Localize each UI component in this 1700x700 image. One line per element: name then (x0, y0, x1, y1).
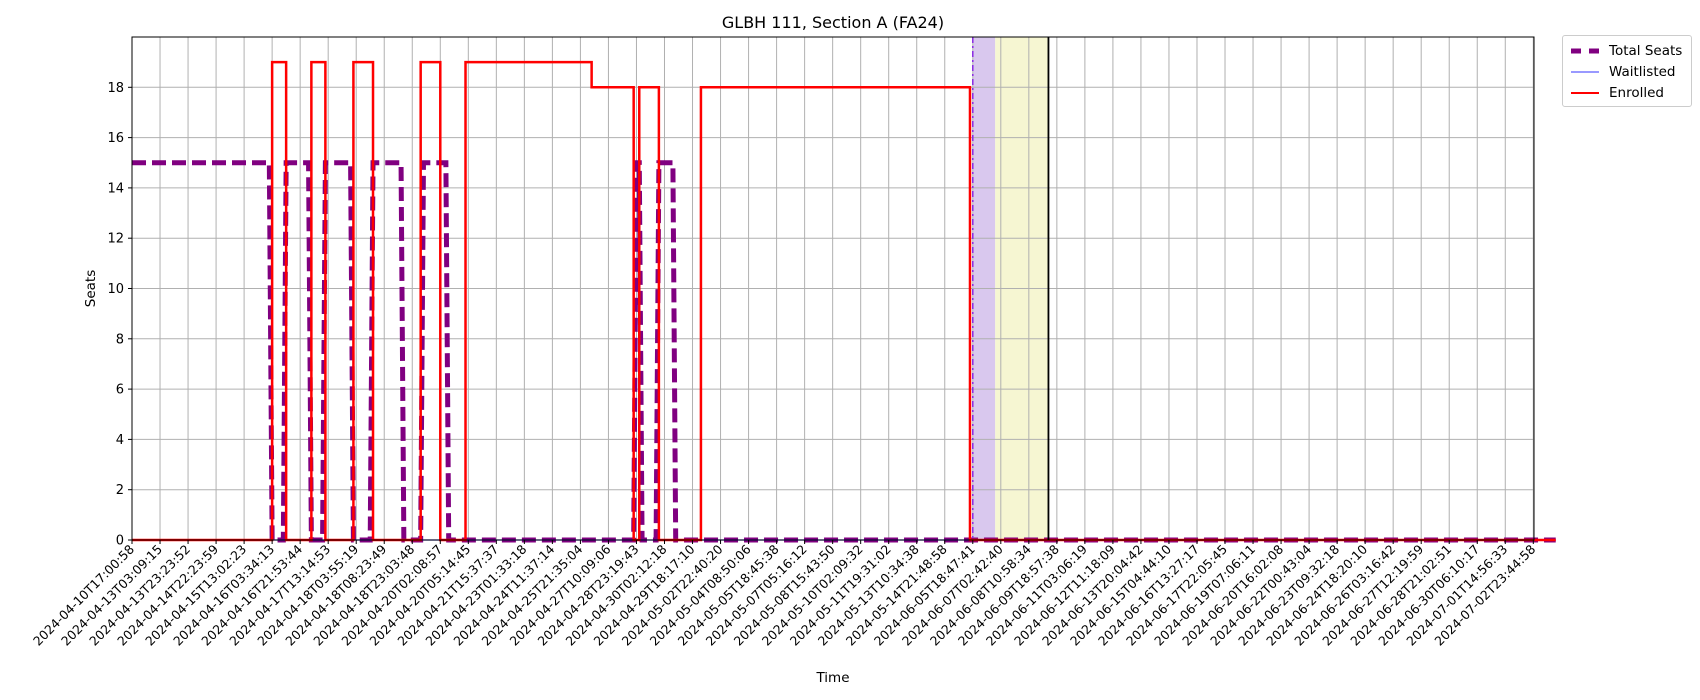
y-tick-label: 14 (107, 181, 124, 196)
y-tick-label: 4 (116, 433, 124, 448)
legend-item-waitlisted: Waitlisted (1563, 61, 1691, 82)
y-tick-label: 16 (107, 131, 124, 146)
legend-label-enrolled: Enrolled (1609, 84, 1664, 101)
legend-label-total-seats: Total Seats (1609, 42, 1683, 59)
y-tick-label: 18 (107, 81, 124, 96)
legend-item-total-seats: Total Seats (1563, 40, 1691, 61)
y-axis-ticks: 0 2 4 6 8 10 12 14 16 18 (107, 81, 132, 549)
chart-title: GLBH 111, Section A (FA24) (722, 13, 944, 32)
series-line-total-seats (132, 160, 1556, 543)
y-axis-label: Seats (83, 270, 99, 307)
legend-swatch-waitlisted (1571, 67, 1599, 77)
y-tick-label: 0 (116, 534, 124, 549)
legend-item-enrolled: Enrolled (1563, 82, 1691, 103)
y-tick-label: 8 (116, 332, 124, 347)
legend: Total Seats Waitlisted Enrolled (1562, 35, 1692, 107)
x-axis-ticks: 2024-04-10T17:00:582024-04-13T03:09:1520… (30, 540, 1538, 649)
x-axis-label: Time (815, 670, 849, 686)
series-line-enrolled (132, 60, 1556, 542)
grid-lines (131, 37, 1534, 541)
legend-label-waitlisted: Waitlisted (1609, 63, 1676, 80)
legend-swatch-total-seats (1571, 46, 1599, 56)
legend-swatch-enrolled (1571, 88, 1599, 98)
y-tick-label: 6 (116, 383, 124, 398)
y-tick-label: 12 (107, 232, 124, 247)
y-tick-label: 2 (116, 483, 124, 498)
y-tick-label: 10 (107, 282, 124, 297)
